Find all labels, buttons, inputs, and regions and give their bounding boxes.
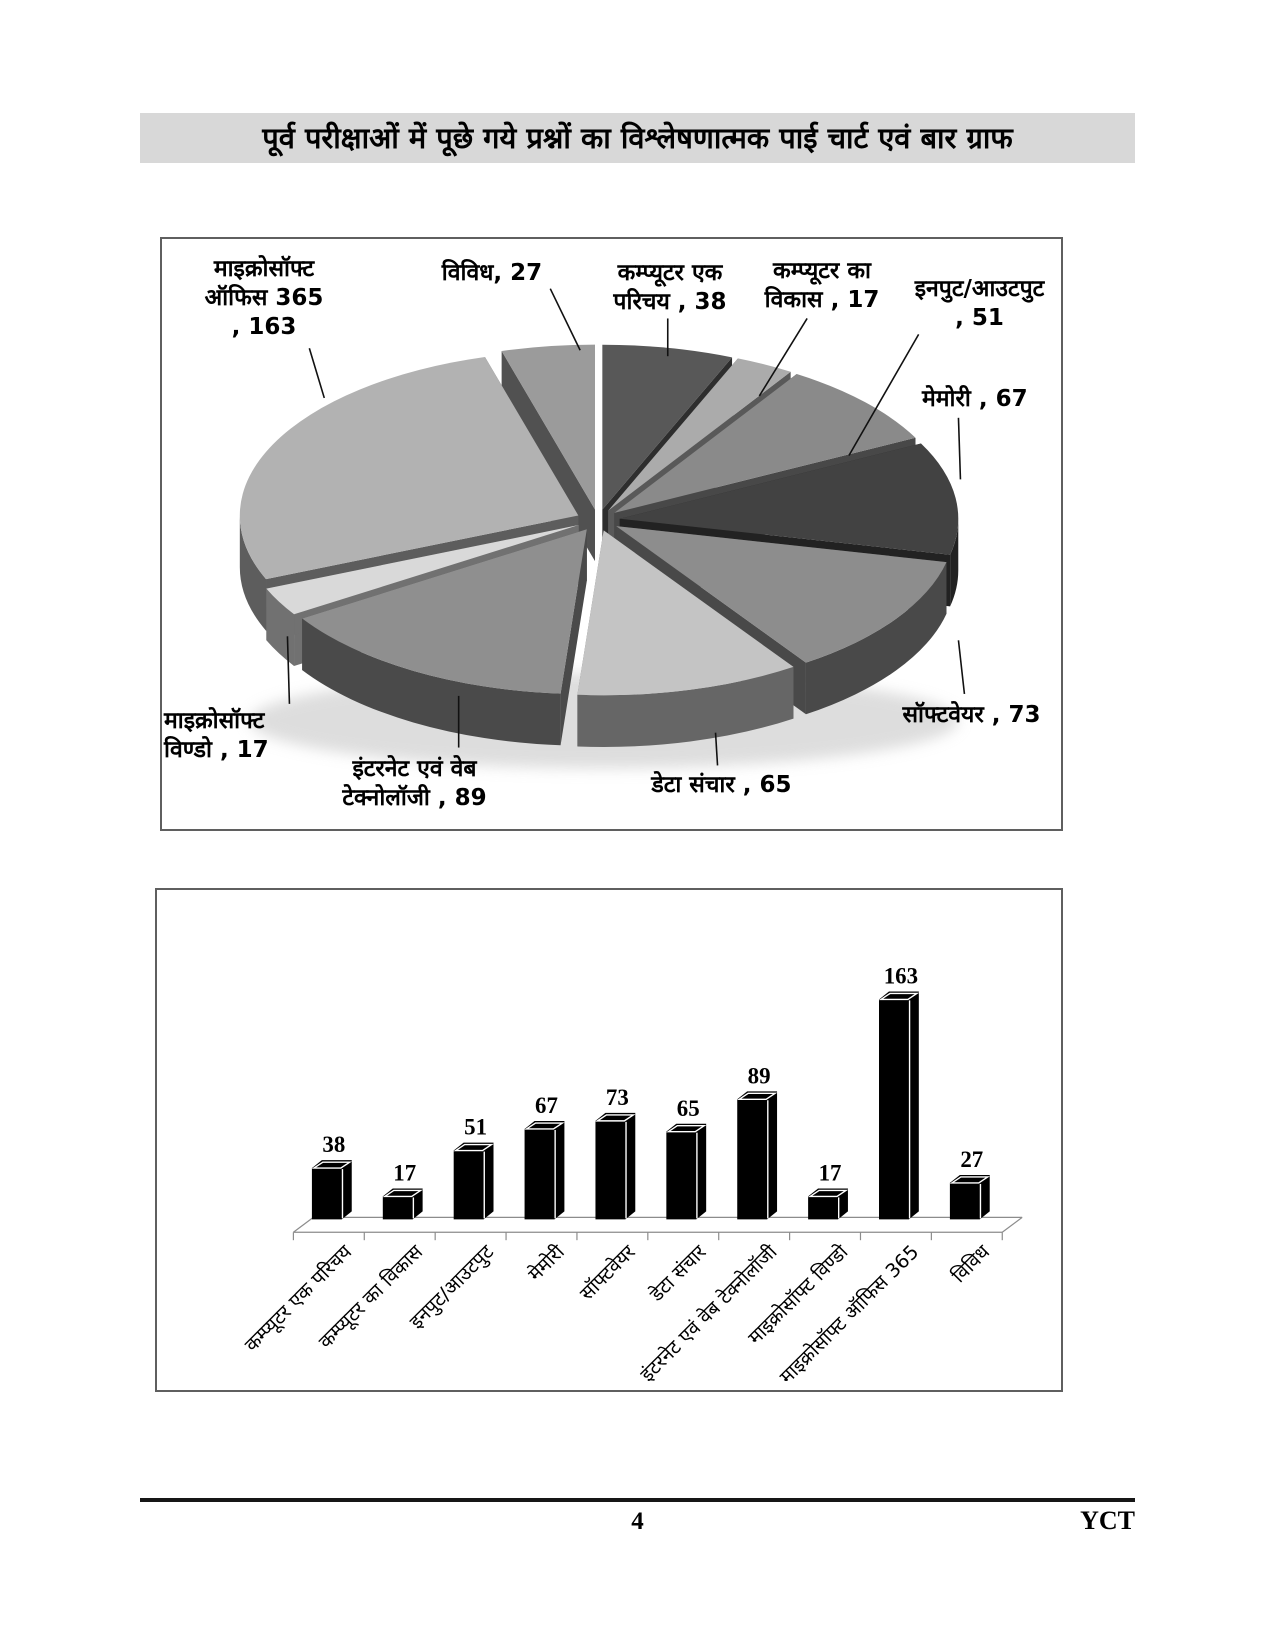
bar-top-face xyxy=(878,992,920,1001)
pie-label-4: सॉफ्टवेयर , 73 xyxy=(902,702,1041,728)
bar-body xyxy=(524,1121,565,1220)
pie-slice-3 xyxy=(619,443,959,555)
bar-value-0: 38 xyxy=(322,1132,345,1157)
pie-leader-7 xyxy=(286,636,291,704)
bar-5 xyxy=(666,1123,707,1220)
bar-value-9: 27 xyxy=(960,1147,983,1172)
bar-body xyxy=(595,1112,636,1220)
pie-labels-layer: कम्प्यूटर एक परिचय , 38 कम्प्यूटर का विका… xyxy=(162,239,1061,829)
bar-body xyxy=(453,1142,494,1220)
bar-top-face xyxy=(595,1114,636,1122)
pie-slice-9 xyxy=(501,344,596,510)
pie-label-9: विविध, 27 xyxy=(441,260,543,286)
bar-category-5: डेटा संचार xyxy=(644,1240,711,1307)
bar-value-7: 17 xyxy=(819,1161,842,1186)
bar-body xyxy=(737,1091,778,1220)
pie-label-7: माइक्रोसॉफ्ट विण्डो , 17 xyxy=(164,708,269,763)
bar-top-face xyxy=(311,1161,353,1169)
bar-top-face xyxy=(453,1143,494,1152)
pie-leader-lines xyxy=(286,288,966,766)
bar-value-3: 67 xyxy=(535,1093,558,1118)
bar-axis xyxy=(292,1216,1023,1241)
bar-top-face xyxy=(949,1176,991,1184)
pie-leader-8 xyxy=(308,348,326,399)
pie-slice-2 xyxy=(614,374,916,513)
bar-chart-panel: 38 17 51 67 73 65 89 17 163 27 कम्प्यूटर एक परिचय क… xyxy=(155,888,1063,1392)
pie-slice-7 xyxy=(266,525,579,615)
bar-top-face xyxy=(666,1125,707,1133)
pie-slice-0 xyxy=(602,344,733,510)
axis-right-corner xyxy=(1001,1216,1023,1233)
bar-value-1: 17 xyxy=(393,1161,416,1186)
bar-body xyxy=(311,1160,352,1220)
pie-slice-1 xyxy=(608,358,791,511)
bar-4 xyxy=(595,1112,636,1220)
bar-6 xyxy=(736,1091,778,1220)
bar-9 xyxy=(949,1175,991,1220)
page-number: 4 xyxy=(631,1508,644,1535)
pie-slice-5 xyxy=(577,530,794,696)
pie-slice-side xyxy=(302,618,561,746)
pie-slice-side xyxy=(239,515,267,631)
bar-0 xyxy=(311,1160,353,1220)
pie-slice-6 xyxy=(302,529,587,694)
pie-slice-8 xyxy=(239,356,579,580)
axis-left-corner xyxy=(293,1216,314,1233)
bar-value-2: 51 xyxy=(464,1115,487,1140)
bar-top-face xyxy=(736,1092,778,1100)
bar-top-face xyxy=(382,1189,423,1198)
pie-leader-4 xyxy=(957,640,966,695)
bar-category-8: माइक्रोसॉफ्ट ऑफिस 365 xyxy=(775,1240,923,1388)
pie-slice-side xyxy=(805,562,947,715)
bar-body xyxy=(666,1123,707,1220)
pie-label-5: डेटा संचार , 65 xyxy=(651,772,792,798)
bar-3 xyxy=(524,1121,565,1220)
footer-rule xyxy=(140,1498,1135,1502)
bar-value-4: 73 xyxy=(606,1085,629,1110)
pie-label-0: कम्प्यूटर एक परिचय , 38 xyxy=(613,260,727,315)
pie-slice-4 xyxy=(616,526,947,663)
bar-7 xyxy=(807,1188,849,1220)
bar-category-9: विविध xyxy=(947,1240,995,1288)
bar-2 xyxy=(453,1142,494,1220)
pie-chart xyxy=(239,288,966,769)
pie-label-6: इंटरनेट एवं वेब टेक्नोलॉजी , 89 xyxy=(342,756,487,811)
pie-label-1: कम्प्यूटर का विकास , 17 xyxy=(764,258,880,313)
brand-label: YCT xyxy=(1080,1506,1135,1535)
pie-label-8: माइक्रोसॉफ्ट ऑफिस 365 , 163 xyxy=(204,256,324,340)
bar-category-6: इंटरनेट एवं वेब टेक्नोलॉजी xyxy=(636,1240,783,1386)
bar-top-face xyxy=(524,1122,565,1130)
pie-slices xyxy=(239,344,959,696)
bar-value-6: 89 xyxy=(748,1063,771,1088)
pie-leader-3 xyxy=(957,417,962,480)
pie-slice-side xyxy=(950,518,959,607)
pie-label-2: इनपुट/आउटपुट , 51 xyxy=(914,276,1045,331)
bar-category-4: सॉफ्टवेयर xyxy=(575,1240,640,1305)
pie-slice-side xyxy=(577,666,794,747)
page-title: पूर्व परीक्षाओं में पूछे गये प्रश्नों का… xyxy=(140,113,1135,163)
bar-1 xyxy=(382,1188,423,1220)
pie-leader-9 xyxy=(549,288,581,351)
pie-leader-2 xyxy=(848,333,920,456)
pie-leader-5 xyxy=(714,732,719,766)
pie-label-3: मेमोरी , 67 xyxy=(922,386,1028,412)
bar-category-3: मेमोरी xyxy=(524,1240,570,1286)
pie-leader-1 xyxy=(758,318,808,397)
pie-chart-panel: कम्प्यूटर एक परिचय , 38 कम्प्यूटर का विका… xyxy=(160,237,1063,831)
bar-value-8: 163 xyxy=(884,964,918,989)
bar-8 xyxy=(878,991,920,1220)
pie-slice-wall xyxy=(560,529,587,746)
bar-top-face xyxy=(807,1189,849,1198)
bar-body xyxy=(879,991,919,1220)
bar-value-5: 65 xyxy=(677,1096,700,1121)
